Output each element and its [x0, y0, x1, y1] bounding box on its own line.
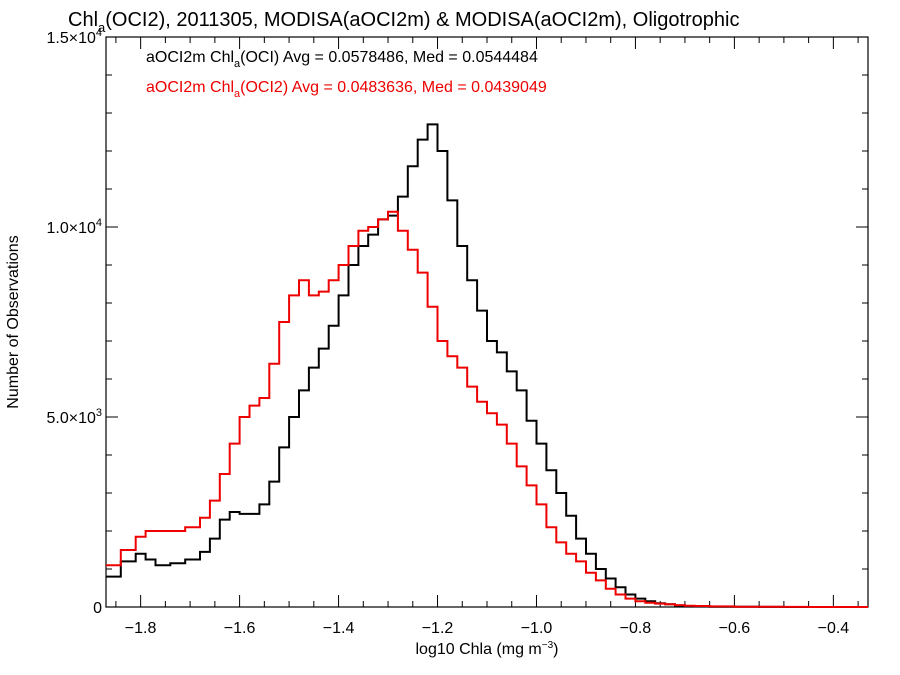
x-tick-label: −1.2 [422, 620, 454, 637]
y-tick-labels: 0 5.0×103 1.0×104 1.5×104 [46, 27, 102, 617]
series-line-oci [106, 123, 868, 608]
x-tick-label: −1.0 [521, 620, 553, 637]
legend-entry-oci: aOCI2m Chla(OCI) Avg = 0.0578486, Med = … [146, 49, 538, 70]
x-tick-label: −0.6 [719, 620, 751, 637]
y-tick-label: 1.0×104 [46, 217, 102, 237]
y-tick-label: 0 [93, 600, 102, 617]
x-tick-labels: −1.8 −1.6 −1.4 −1.2 −1.0 −0.8 −0.6 −0.4 [125, 620, 849, 637]
x-axis-label: log10 Chla (mg m−3) [415, 640, 558, 658]
x-tick-label: −1.6 [224, 620, 256, 637]
x-axis [115, 37, 859, 607]
series-line-oci2 [106, 210, 868, 608]
x-tick-label: −0.4 [818, 620, 850, 637]
y-tick-label: 5.0×103 [46, 407, 102, 427]
x-tick-label: −0.8 [620, 620, 652, 637]
y-tick-label: 1.5×104 [46, 27, 102, 47]
y-axis-label: Number of Observations [5, 235, 22, 408]
y-axis [106, 36, 868, 608]
series-group [106, 123, 868, 608]
x-tick-label: −1.8 [125, 620, 157, 637]
x-tick-label: −1.4 [323, 620, 355, 637]
legend-entry-oci2: aOCI2m Chla(OCI2) Avg = 0.0483636, Med =… [146, 79, 547, 100]
chart-title: Chla(OCI2), 2011305, MODISA(aOCI2m) & MO… [68, 9, 740, 35]
